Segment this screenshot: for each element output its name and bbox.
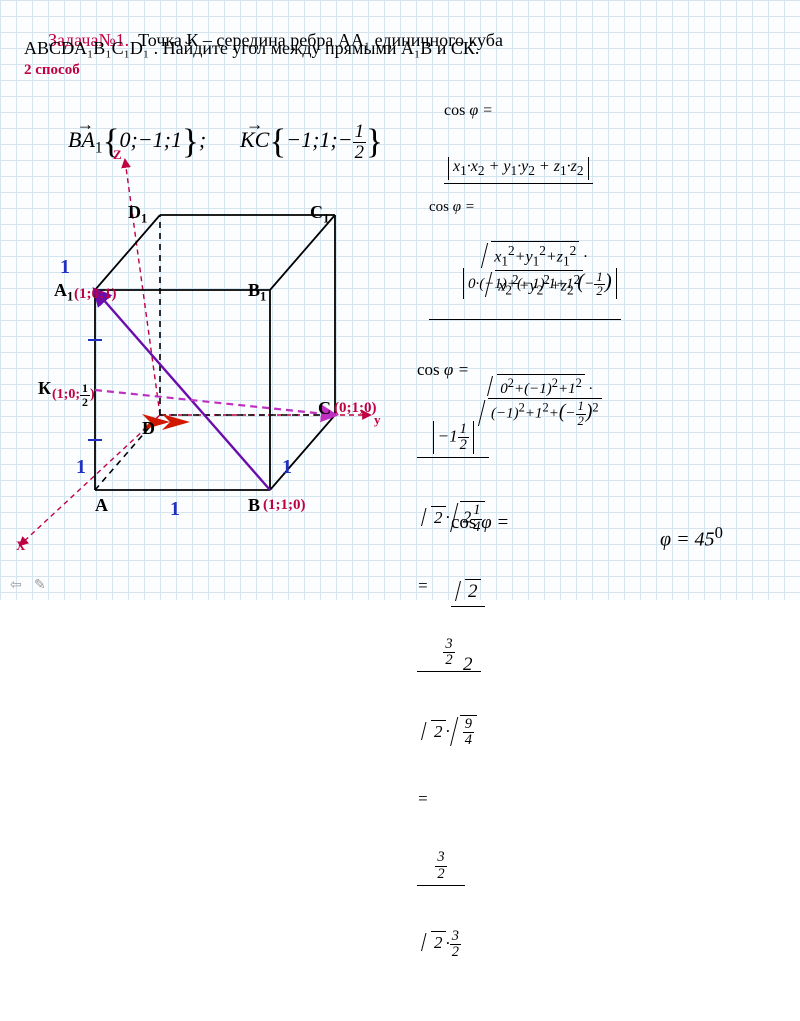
z-axis-label: Z [113, 147, 122, 163]
cube-diagram [0, 140, 420, 560]
coord-k: (1;0;12) [52, 382, 95, 408]
unit-ax: 1 [76, 456, 86, 479]
unit-a1z: 1 [60, 256, 70, 279]
slide-content: Задача№1. Точка К – середина ребра АА₁ е… [0, 0, 800, 600]
vertex-c: C [318, 398, 331, 419]
vertex-k: К [38, 378, 51, 399]
vector-line-kc [95, 390, 335, 415]
vector-line-ba1 [95, 290, 270, 490]
nav-back-icon[interactable]: ⇦ [10, 577, 22, 594]
vertex-a1: A1 [54, 280, 73, 305]
coord-b: (1;1;0) [263, 497, 305, 514]
coord-c: (0;1;0) [334, 400, 376, 417]
x-axis [20, 415, 160, 545]
angle-answer: φ = 450 [640, 500, 723, 575]
pen-tool-icon[interactable]: ✎ [34, 577, 46, 594]
z-axis [125, 160, 160, 415]
unit-ab: 1 [170, 498, 180, 521]
cos-step-final: cos φ = 2 2 [432, 490, 509, 743]
x-axis-label: X [16, 538, 25, 554]
unit-by: 1 [282, 456, 292, 479]
coord-a1: (1;0;1) [74, 286, 116, 303]
vertex-a: A [95, 495, 108, 516]
vertex-b1: B1 [248, 280, 266, 305]
problem-text-2: ABCDA₁B₁C₁D₁ . Найдите угол между прямым… [24, 38, 479, 59]
vertex-d1: D1 [128, 202, 147, 227]
method-label: 2 способ [24, 62, 80, 79]
cube-visible-edges [95, 215, 335, 490]
vertex-d: D [142, 418, 155, 439]
vertex-b: B [248, 495, 260, 516]
vertex-c1: C1 [310, 202, 329, 227]
